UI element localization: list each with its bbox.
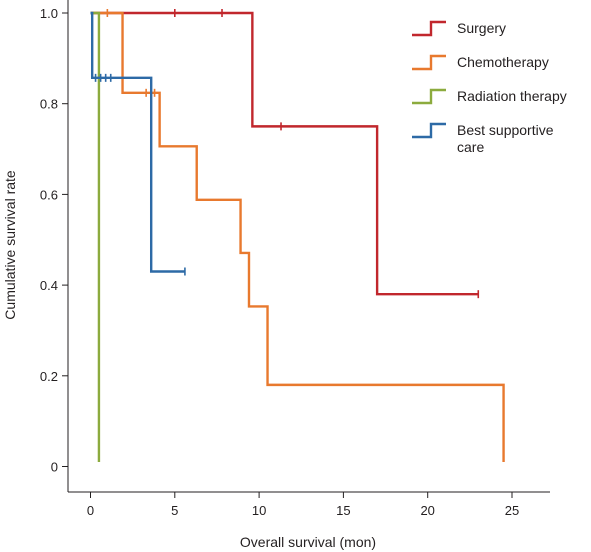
legend-label-line2: care: [457, 139, 484, 155]
legend-item: Surgery: [412, 20, 506, 37]
x-tick-label: 5: [171, 503, 178, 518]
series-group: [90, 9, 505, 462]
y-tick-label: 0.6: [40, 187, 58, 202]
legend-swatch: [412, 54, 446, 71]
x-tick-label: 25: [505, 503, 519, 518]
legend-swatch: [412, 122, 446, 139]
legend-swatch: [412, 20, 446, 37]
x-tick-label: 15: [336, 503, 350, 518]
series-best-supportive-care: [90, 11, 186, 276]
legend: Surgery Chemotherapy Radiation therapy Best…: [412, 20, 567, 155]
legend-label: Radiation therapy: [457, 88, 567, 104]
legend-label: Surgery: [457, 20, 506, 36]
y-axis-title: Cumulative survival rate: [2, 170, 18, 320]
y-tick-label: 1.0: [40, 6, 58, 21]
survival-curve: [90, 11, 479, 296]
legend-label: Chemotherapy: [457, 54, 549, 70]
x-tick-label: 10: [252, 503, 266, 518]
y-tick-label: 0: [51, 460, 58, 475]
axis-ticks: 0 5 10 15 20 25 0 0.2 0.4 0.6 0.8 1.0: [40, 6, 519, 518]
survival-curve: [90, 11, 505, 462]
series-radiation-therapy: [90, 11, 101, 462]
legend-label: Best supportive: [457, 122, 554, 138]
survival-curve: [90, 11, 185, 273]
y-tick-label: 0.4: [40, 278, 58, 293]
survival-curve: [90, 11, 101, 462]
x-tick-label: 0: [87, 503, 94, 518]
legend-item: Chemotherapy: [412, 54, 549, 71]
y-tick-label: 0.2: [40, 369, 58, 384]
x-tick-label: 20: [420, 503, 434, 518]
series-surgery: [90, 9, 480, 299]
legend-item: Radiation therapy: [412, 88, 567, 105]
x-axis-title: Overall survival (mon): [240, 534, 376, 550]
plot-frame: [67, 0, 550, 493]
series-chemotherapy: [90, 9, 505, 462]
y-tick-label: 0.8: [40, 97, 58, 112]
legend-swatch: [412, 88, 446, 105]
